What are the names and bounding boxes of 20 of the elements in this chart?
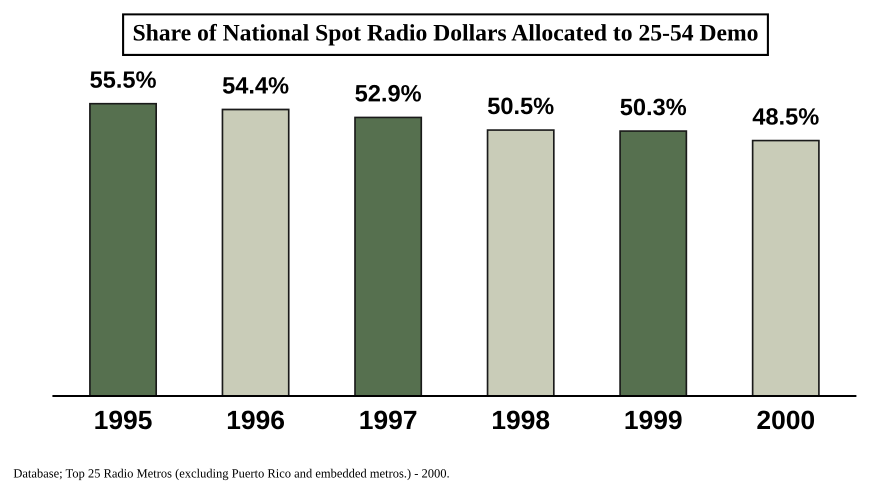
- data-label: 55.5%: [90, 71, 156, 88]
- x-tick-label: 2000: [757, 410, 814, 430]
- x-tick-label: 1998: [492, 410, 550, 430]
- data-label: 50.3%: [620, 98, 686, 116]
- bar: [222, 108, 290, 396]
- x-tick-label: 1997: [360, 410, 416, 430]
- text: Database; Top 25 Radio Metros (excluding Puerto Rico and embedded metros.) - 2000.: [14, 468, 449, 480]
- bar: [619, 130, 688, 396]
- chart-title: Share of National Spot Radio Dollars Allocated to 25-54 Demo: [134, 24, 758, 46]
- x-tick-label: 1996: [228, 410, 284, 430]
- data-label: 50.5%: [488, 98, 554, 114]
- x-tick-label: 1995: [95, 410, 152, 430]
- data-label: 48.5%: [752, 108, 819, 125]
- data-label: 54.4%: [222, 77, 288, 94]
- x-tick-label: 1999: [626, 410, 682, 430]
- bar: [354, 116, 422, 396]
- bar: [486, 129, 555, 396]
- data-label: 52.9%: [355, 84, 421, 102]
- bar: [752, 140, 820, 396]
- bar: [89, 102, 158, 396]
